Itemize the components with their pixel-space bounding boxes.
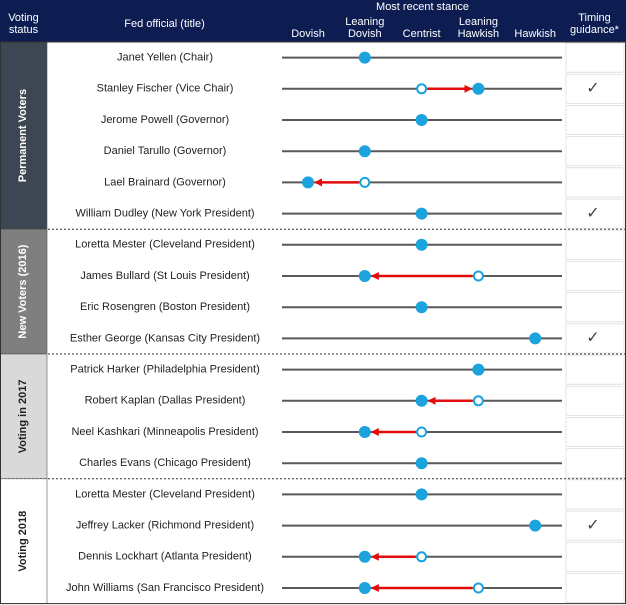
timing-cell <box>565 167 625 198</box>
official-name: James Bullard (St Louis President) <box>80 270 249 282</box>
timing-cell <box>565 416 625 447</box>
current-stance <box>358 582 371 594</box>
current-stance <box>358 145 371 158</box>
official-name: Charles Evans (Chicago President) <box>79 457 251 469</box>
previous-stance <box>472 582 484 594</box>
header-voting-status: Voting status <box>8 12 39 36</box>
timing-cell <box>565 42 625 73</box>
timing-cell <box>565 479 625 510</box>
official-name: Janet Yellen (Chair) <box>117 52 213 64</box>
current-stance <box>415 114 428 126</box>
timing-check: ✓ <box>586 330 599 347</box>
timing-cell <box>565 448 625 479</box>
group-label: New Voters (2016) <box>17 244 29 338</box>
current-stance <box>529 519 542 532</box>
official-name: Esther George (Kansas City President) <box>70 332 260 344</box>
current-stance <box>358 550 371 563</box>
current-stance <box>302 176 314 189</box>
official-name: John Williams (San Francisco President) <box>66 582 264 594</box>
header-stance: Most recent stance <box>376 1 469 13</box>
official-name: William Dudley (New York President) <box>75 208 254 220</box>
official-name: Daniel Tarullo (Governor) <box>104 145 227 157</box>
official-name: Neel Kashkari (Minneapolis President) <box>71 426 258 438</box>
official-name: Loretta Mester (Cleveland President) <box>75 488 255 500</box>
group-label: Permanent Voters <box>17 89 29 182</box>
timing-check: ✓ <box>586 205 599 222</box>
current-stance <box>358 270 371 282</box>
header-official: Fed official (title) <box>124 18 205 30</box>
previous-stance <box>472 395 484 407</box>
current-stance <box>529 332 542 345</box>
official-name: Patrick Harker (Philadelphia President) <box>70 364 260 376</box>
header: Voting status Fed official (title) Most … <box>0 0 626 42</box>
previous-stance <box>472 270 484 282</box>
official-name: Eric Rosengren (Boston President) <box>80 301 250 313</box>
current-stance <box>415 238 428 251</box>
timing-cell <box>565 541 625 572</box>
current-stance <box>415 394 428 407</box>
group-cell <box>0 353 48 480</box>
timing-cell <box>565 323 625 354</box>
group-cell <box>0 478 48 604</box>
previous-stance <box>359 176 371 188</box>
timing-cell <box>565 573 625 604</box>
official-name: Jerome Powell (Governor) <box>101 114 229 126</box>
current-stance <box>415 301 428 314</box>
timing-cell <box>565 292 625 323</box>
official-name: Robert Kaplan (Dallas President) <box>85 395 246 407</box>
stance-label: Dovish <box>291 28 325 40</box>
timing-cell <box>565 385 625 416</box>
group-label: Voting 2018 <box>17 511 29 572</box>
previous-stance <box>416 83 428 95</box>
group-cell <box>0 228 48 355</box>
current-stance <box>358 426 371 438</box>
timing-cell <box>565 354 625 385</box>
current-stance <box>415 457 428 470</box>
timing-cell <box>565 198 625 229</box>
stance-label: Leaning Dovish <box>345 16 385 40</box>
timing-cell <box>565 73 625 104</box>
official-name: Jeffrey Lacker (Richmond President) <box>76 520 254 532</box>
official-name: Stanley Fischer (Vice Chair) <box>97 83 234 95</box>
group-label: Voting in 2017 <box>17 380 29 454</box>
official-name: Lael Brainard (Governor) <box>104 176 226 188</box>
official-name: Dennis Lockhart (Atlanta President) <box>78 551 252 563</box>
timing-cell <box>565 136 625 167</box>
stance-label: Hawkish <box>514 28 556 40</box>
timing-cell <box>565 105 625 136</box>
stance-label: Centrist <box>402 28 441 40</box>
timing-cell <box>565 229 625 260</box>
current-stance <box>472 363 485 376</box>
header-timing: Timing guidance* <box>570 12 619 36</box>
timing-check: ✓ <box>586 80 599 97</box>
current-stance <box>415 488 428 501</box>
stance-label: Leaning Hawkish <box>457 16 500 40</box>
official-name: Loretta Mester (Cleveland President) <box>75 239 255 251</box>
timing-check: ✓ <box>586 517 599 534</box>
timing-cell <box>565 510 625 541</box>
previous-stance <box>416 426 428 438</box>
current-stance <box>358 51 371 64</box>
group-cell <box>0 41 48 230</box>
timing-cell <box>565 260 625 291</box>
current-stance <box>472 82 485 95</box>
current-stance <box>415 207 428 220</box>
previous-stance <box>416 551 428 563</box>
